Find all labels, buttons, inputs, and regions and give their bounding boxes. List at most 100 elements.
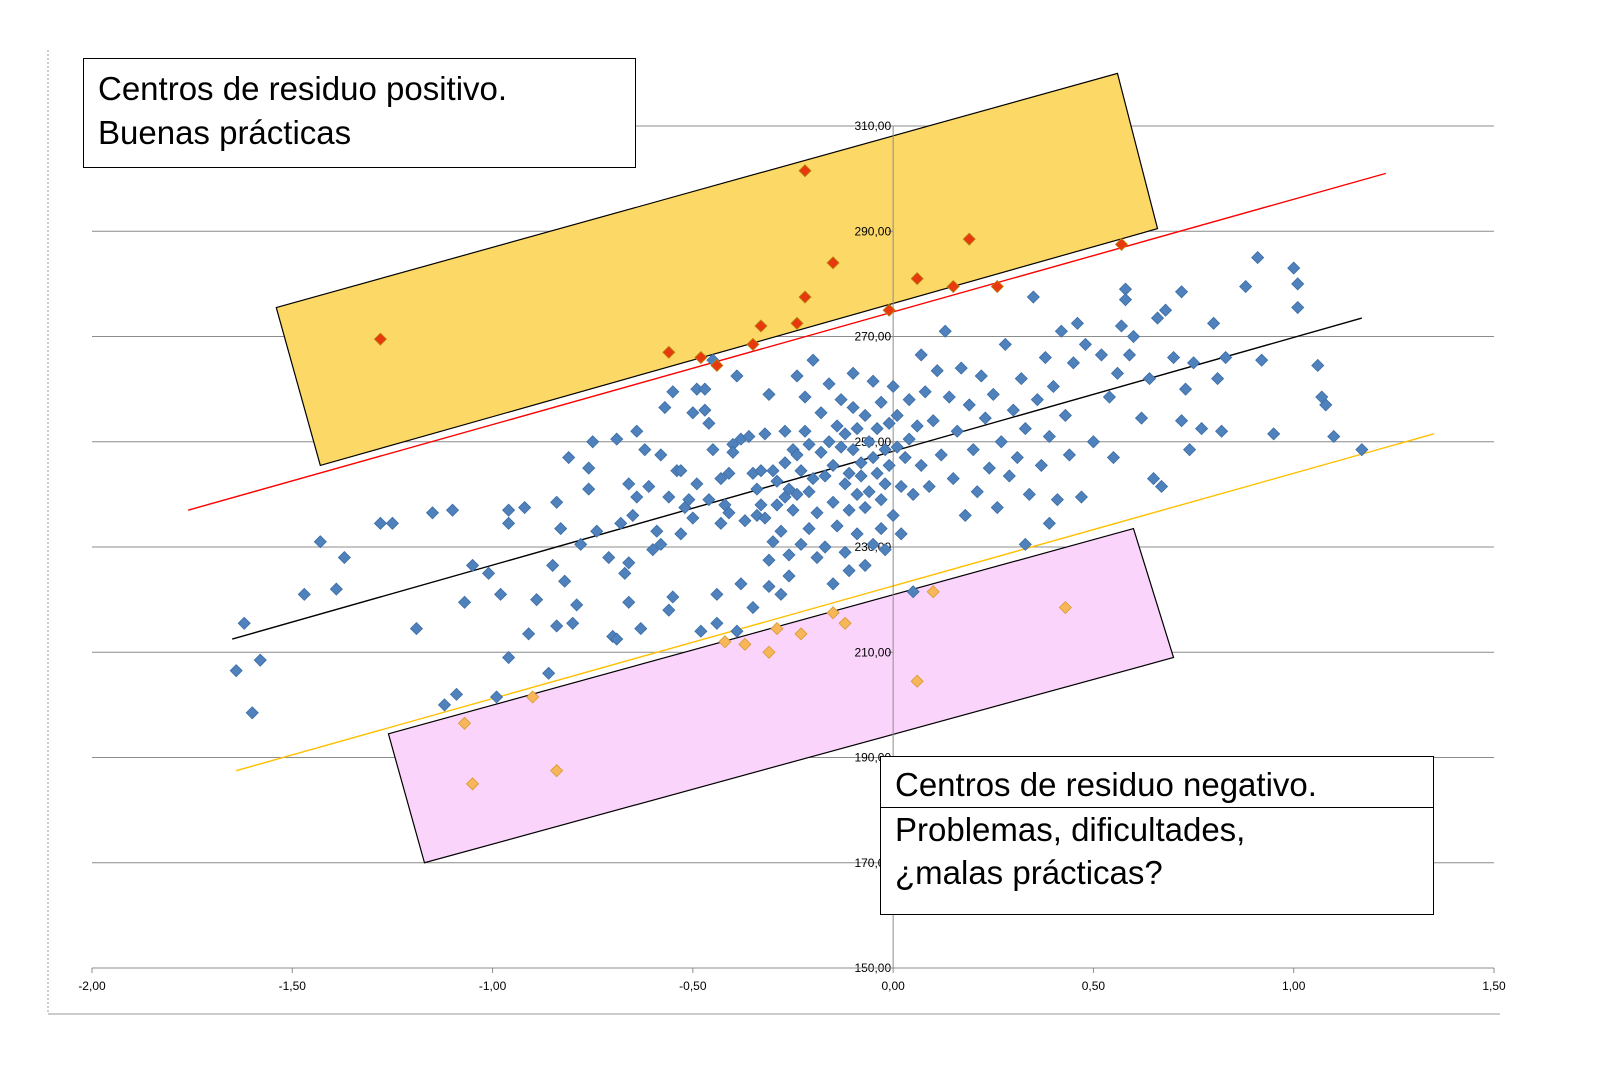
center-point	[1014, 372, 1028, 386]
center-point	[962, 398, 976, 412]
positive-residual-point	[962, 232, 976, 246]
center-point	[1166, 350, 1181, 365]
positive-residual-point	[1114, 237, 1129, 251]
y-tick-label: 210,00	[854, 645, 891, 659]
center-point	[658, 400, 672, 415]
center-point	[930, 364, 944, 378]
center-point	[750, 482, 764, 496]
center-point	[746, 600, 760, 615]
center-point	[826, 495, 840, 509]
center-point	[874, 395, 888, 409]
center-point	[802, 522, 816, 536]
positive-residual-point	[882, 303, 896, 317]
negative-residual-point	[738, 637, 752, 651]
center-point	[882, 416, 896, 430]
center-point	[778, 424, 792, 438]
negative-annotation-line-2: Problemas, dificultades,	[895, 810, 1246, 848]
center-point	[1070, 316, 1084, 330]
negative-residual-point	[550, 764, 564, 778]
center-point	[846, 443, 860, 457]
positive-residual-point	[990, 279, 1004, 294]
center-point	[1195, 422, 1209, 436]
center-point	[502, 650, 516, 665]
negative-residual-point	[1058, 600, 1072, 615]
center-point	[618, 566, 632, 580]
positive-residual-point	[746, 337, 760, 351]
center-point	[802, 437, 816, 451]
center-point	[898, 450, 912, 465]
negative-residual-point	[826, 606, 840, 620]
center-point	[762, 579, 776, 594]
center-point	[858, 408, 872, 423]
center-point	[1219, 350, 1233, 365]
center-point	[1122, 348, 1137, 362]
center-point	[502, 516, 516, 530]
negative-residual-point	[838, 616, 852, 630]
center-point	[842, 564, 856, 578]
center-point	[1134, 411, 1149, 425]
negative-residual-point	[465, 777, 480, 791]
center-point	[850, 487, 864, 501]
negative-residual-band	[387, 527, 1175, 864]
center-point	[490, 690, 504, 704]
center-point	[530, 593, 544, 607]
center-point	[550, 495, 564, 509]
center-point	[650, 524, 664, 538]
center-point	[546, 558, 560, 572]
positive-residual-point	[694, 350, 708, 365]
positive-residual-point	[910, 272, 924, 286]
center-point	[754, 498, 768, 512]
center-point	[870, 466, 884, 480]
center-point	[958, 508, 972, 522]
center-point	[1267, 427, 1281, 441]
center-point	[882, 458, 896, 472]
center-point	[1207, 316, 1221, 330]
negative-annotation-line-3: ¿malas prácticas?	[895, 854, 1163, 892]
x-tick-label: -1,50	[279, 979, 307, 993]
center-point	[1311, 358, 1325, 373]
center-point	[586, 435, 600, 449]
center-point	[906, 585, 920, 599]
center-point	[706, 443, 720, 457]
center-point	[902, 393, 916, 407]
positive-annotation-line-2: Buenas prácticas	[98, 113, 352, 151]
center-point	[862, 435, 876, 449]
center-point	[622, 595, 636, 609]
center-point	[562, 450, 576, 465]
center-point	[1215, 424, 1229, 438]
center-point	[950, 424, 964, 438]
center-point	[1146, 472, 1161, 486]
center-point	[730, 369, 744, 383]
center-point	[886, 508, 900, 522]
center-point	[662, 603, 676, 617]
center-point	[802, 485, 816, 499]
center-point	[790, 487, 804, 501]
center-point	[482, 566, 496, 580]
center-point	[862, 485, 876, 499]
center-point	[850, 422, 864, 436]
center-point	[890, 408, 904, 423]
center-point	[710, 616, 724, 630]
center-point	[818, 540, 832, 554]
center-point	[1150, 311, 1165, 325]
center-point	[610, 432, 624, 446]
positive-residual-point	[754, 319, 768, 333]
center-point	[1106, 450, 1121, 465]
center-point	[770, 474, 784, 488]
center-point	[986, 387, 1000, 401]
center-point	[574, 537, 588, 551]
residual-bands	[275, 72, 1175, 864]
center-point	[1050, 493, 1064, 507]
center-point	[894, 527, 908, 541]
center-point	[1291, 277, 1305, 291]
center-point	[457, 595, 472, 609]
center-point	[1094, 348, 1109, 362]
center-point	[834, 440, 848, 454]
center-point	[642, 479, 656, 494]
center-point	[1327, 429, 1341, 444]
center-point	[870, 422, 884, 436]
center-point	[1074, 490, 1088, 504]
center-point	[494, 587, 508, 601]
center-point	[982, 461, 996, 475]
center-point	[674, 464, 688, 478]
